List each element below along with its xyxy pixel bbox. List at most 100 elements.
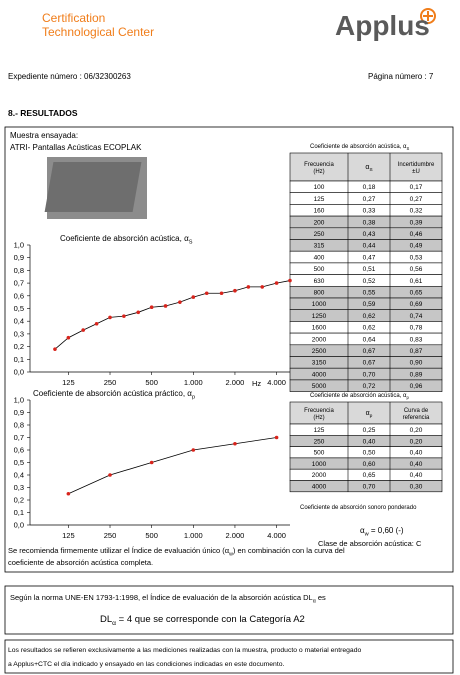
table-cell: 0,65 xyxy=(363,472,376,479)
table-cell: 0,27 xyxy=(410,196,423,203)
file-number: Expediente número : 06/32300263 xyxy=(8,72,131,81)
table-cell: 0,83 xyxy=(410,336,423,343)
x-tick-label: 250 xyxy=(104,378,117,387)
results-box xyxy=(4,126,454,573)
table-header: Curva de xyxy=(404,408,429,414)
table-cell: 0,40 xyxy=(410,450,423,457)
y-tick-label: 0,2 xyxy=(14,496,24,505)
x-unit: Hz xyxy=(252,379,261,388)
data-point xyxy=(108,473,112,477)
table-cell: 0,50 xyxy=(363,450,376,457)
table-cell: 0,39 xyxy=(410,219,423,226)
x-tick-label: 4.000 xyxy=(267,531,286,540)
data-point xyxy=(274,281,279,285)
text-part: Coeficiente de absorción acústica, α xyxy=(60,234,189,243)
y-tick-label: 0,4 xyxy=(14,471,24,480)
sample-photo-panel xyxy=(44,162,142,212)
data-point xyxy=(108,315,112,320)
y-tick-label: 0,0 xyxy=(14,368,24,377)
x-tick-label: 500 xyxy=(145,531,158,540)
table-cell: 5000 xyxy=(312,383,327,390)
table-cell: 0,87 xyxy=(410,348,423,355)
table-cell: 3150 xyxy=(312,360,327,367)
y-tick-label: 0,8 xyxy=(14,266,24,275)
table-cell: 1000 xyxy=(312,301,327,308)
data-point xyxy=(81,328,86,332)
data-point xyxy=(163,304,168,308)
weighted-value: αw = 0,60 (-) xyxy=(360,526,404,537)
y-tick-label: 1,0 xyxy=(14,241,24,250)
text-part: S xyxy=(369,167,373,173)
y-tick-label: 0,5 xyxy=(14,304,24,313)
y-tick-label: 0,9 xyxy=(14,408,24,417)
data-point xyxy=(219,291,224,296)
data-point xyxy=(233,288,237,293)
data-point xyxy=(53,347,57,351)
table-cell: 100 xyxy=(314,184,325,191)
text-part: es xyxy=(316,593,326,602)
table-cell: 500 xyxy=(314,450,325,457)
text-part: α xyxy=(112,620,116,627)
text-part: Coeficiente de absorción acústica prácti… xyxy=(33,389,192,398)
data-point xyxy=(246,285,251,289)
text-part: α xyxy=(365,164,369,171)
table-cell: 315 xyxy=(314,243,325,250)
table-cell: 0,72 xyxy=(363,383,376,390)
table-cell: 125 xyxy=(314,427,325,434)
table-cell: 1000 xyxy=(312,461,327,468)
table-cell: 0,40 xyxy=(410,472,423,479)
table-cell: 0,30 xyxy=(410,483,423,490)
text-part: p xyxy=(407,395,410,400)
table-cell: 0,25 xyxy=(363,427,376,434)
table-cell: 0,69 xyxy=(410,301,423,308)
x-tick-label: 125 xyxy=(62,378,75,387)
table-cell: 0,59 xyxy=(363,301,376,308)
data-point xyxy=(204,291,209,296)
table-cell: 0,64 xyxy=(363,336,376,343)
table-cell: 0,53 xyxy=(410,254,423,261)
table-cell: 0,62 xyxy=(363,325,376,332)
table-row xyxy=(289,379,443,392)
y-tick-label: 0,7 xyxy=(14,433,24,442)
text-part: p xyxy=(192,394,195,400)
y-tick-label: 0,9 xyxy=(14,253,24,262)
table-cell: 800 xyxy=(314,289,325,296)
weighted-label: Coeficiente de absorción sonoro ponderad… xyxy=(300,505,417,511)
table-cell: 0,38 xyxy=(363,219,376,226)
text-part: w xyxy=(229,551,233,557)
table-header: Frecuencia xyxy=(304,162,334,168)
data-point xyxy=(149,460,154,465)
table-cell: 0,40 xyxy=(410,461,423,468)
x-tick-label: 1.000 xyxy=(184,378,203,387)
y-tick-label: 0,4 xyxy=(14,317,24,326)
table-cell: 0,51 xyxy=(363,266,376,273)
data-point xyxy=(178,300,182,304)
table-cell: 0,89 xyxy=(410,371,423,378)
table-cell: 0,70 xyxy=(363,371,376,378)
data-point xyxy=(94,321,99,326)
data-point xyxy=(66,335,71,340)
text-part: = 4 que se corresponde con la Categoría … xyxy=(116,614,305,625)
logo-circle xyxy=(420,8,436,24)
table-cell: 4000 xyxy=(312,483,327,490)
x-tick-label: 250 xyxy=(104,531,117,540)
table-cell: 200 xyxy=(314,219,325,226)
table-cell: 0,60 xyxy=(363,461,376,468)
x-tick-label: 2.000 xyxy=(226,531,245,540)
table-cell: 0,47 xyxy=(363,254,376,261)
absorption-class: Clase de absorción acústica: C xyxy=(318,539,422,548)
data-line xyxy=(54,280,291,350)
table-header: (Hz) xyxy=(313,415,324,421)
table-cell: 0,40 xyxy=(363,438,376,445)
y-tick-label: 0,6 xyxy=(14,446,24,455)
table-header: Incertidumbre xyxy=(398,162,435,168)
text-part: S xyxy=(407,146,410,151)
table-cell: 125 xyxy=(314,196,325,203)
recommendation: Se recomienda firmemente utilizar el Índ… xyxy=(8,546,345,557)
text-part: = 0,60 (-) xyxy=(369,526,404,535)
table-cell: 0,74 xyxy=(410,313,423,320)
logo-plus xyxy=(423,11,433,21)
y-tick-label: 0,6 xyxy=(14,291,24,300)
table-header: αp xyxy=(366,410,373,419)
